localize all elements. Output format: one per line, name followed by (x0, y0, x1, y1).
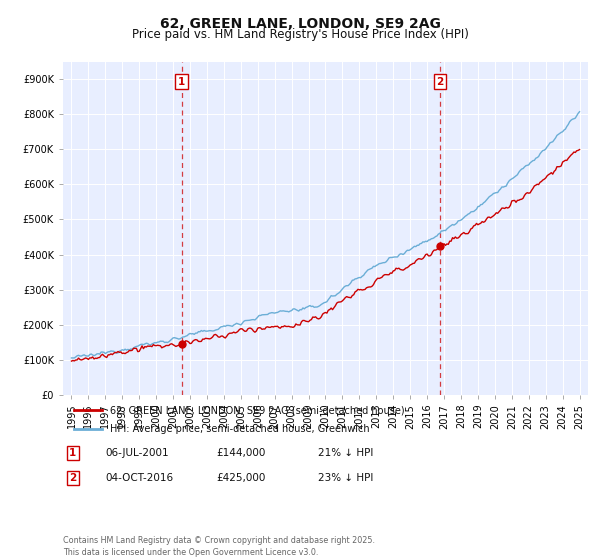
Text: Contains HM Land Registry data © Crown copyright and database right 2025.
This d: Contains HM Land Registry data © Crown c… (63, 536, 375, 557)
Text: 1: 1 (178, 77, 185, 87)
Text: 04-OCT-2016: 04-OCT-2016 (105, 473, 173, 483)
Text: £144,000: £144,000 (216, 448, 265, 458)
Text: 06-JUL-2001: 06-JUL-2001 (105, 448, 169, 458)
Text: 2: 2 (69, 473, 76, 483)
Text: 62, GREEN LANE, LONDON, SE9 2AG (semi-detached house): 62, GREEN LANE, LONDON, SE9 2AG (semi-de… (110, 405, 405, 415)
Text: 62, GREEN LANE, LONDON, SE9 2AG: 62, GREEN LANE, LONDON, SE9 2AG (160, 17, 440, 31)
Text: 2: 2 (436, 77, 443, 87)
Text: Price paid vs. HM Land Registry's House Price Index (HPI): Price paid vs. HM Land Registry's House … (131, 28, 469, 41)
Text: £425,000: £425,000 (216, 473, 265, 483)
Text: 1: 1 (69, 448, 76, 458)
Text: 23% ↓ HPI: 23% ↓ HPI (318, 473, 373, 483)
Text: HPI: Average price, semi-detached house, Greenwich: HPI: Average price, semi-detached house,… (110, 424, 370, 433)
Text: 21% ↓ HPI: 21% ↓ HPI (318, 448, 373, 458)
